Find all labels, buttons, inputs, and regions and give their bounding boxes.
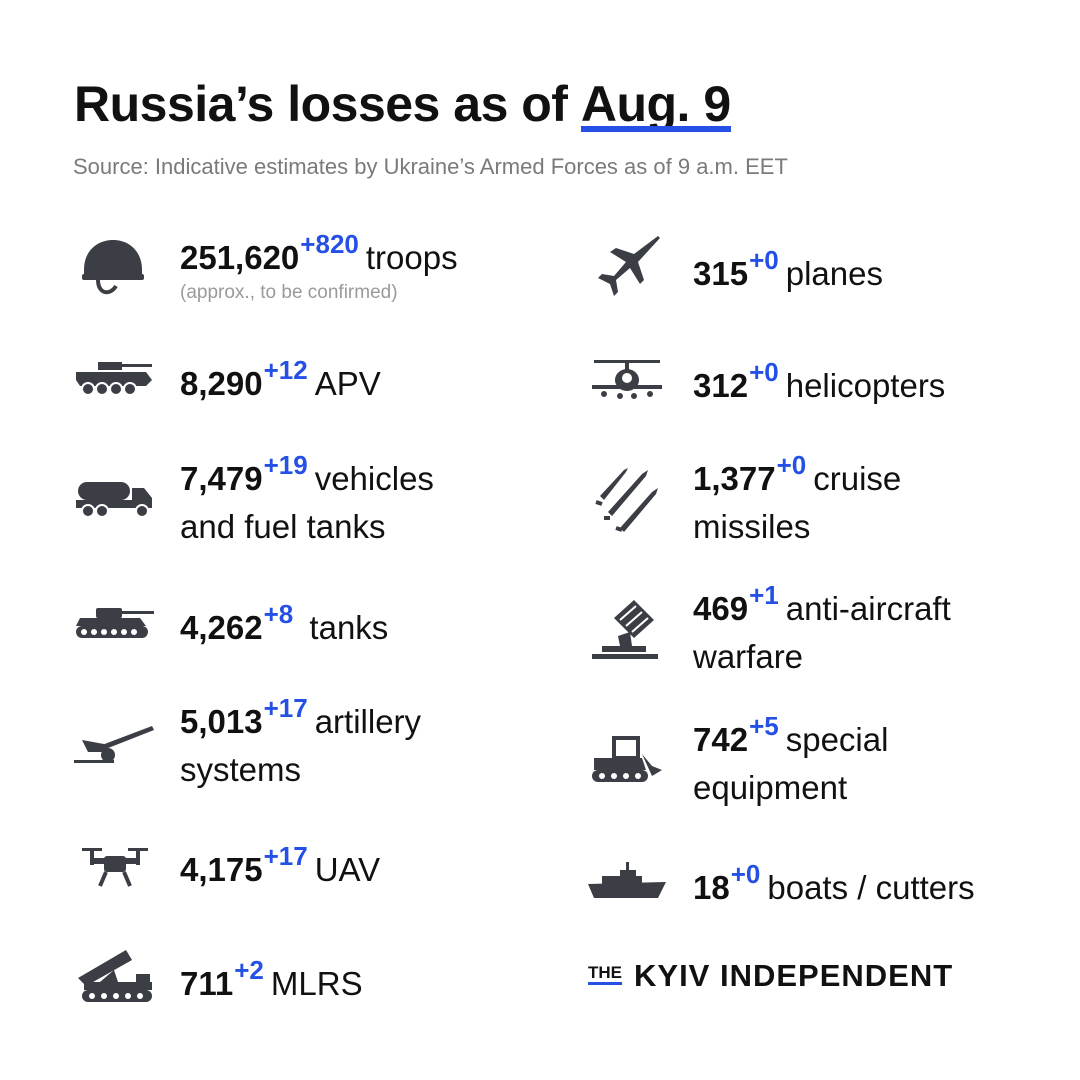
apv-value: 8,290 [180,365,263,402]
fuel-truck-icon [74,478,156,518]
boats-value: 18 [693,869,730,906]
tanks-value: 4,262 [180,609,263,646]
planes-delta: +0 [749,245,779,275]
uav-value: 4,175 [180,851,263,888]
mlrs-value: 711 [180,965,234,1002]
boats-label: boats / cutters [767,869,975,906]
artillery-value: 5,013 [180,703,263,740]
special-equipment-label: special [785,721,889,758]
anti-aircraft-label-line2: warfare [693,638,804,675]
special-equipment-label-line2: equipment [693,769,848,806]
title-date: Aug. 9 [580,76,731,132]
brand-the: THE [588,964,622,985]
artillery-label: artillery [314,703,422,740]
artillery-label-line2: systems [180,751,302,788]
planes-value: 315 [693,255,749,292]
source-note: Source: Indicative estimates by Ukraine’… [73,154,788,179]
missiles-label-line2: missiles [693,508,811,545]
brand-name: KYIV INDEPENDENT [634,958,954,993]
helmet-icon [80,236,146,298]
special-equipment-value: 742 [693,721,749,758]
anti-aircraft-icon [590,598,662,660]
tanks-label: tanks [300,609,389,646]
anti-aircraft-label: anti-aircraft [785,590,951,627]
helicopters-delta: +0 [749,357,779,387]
vehicles-label-line2: and fuel tanks [180,508,386,545]
tanks-delta: +8 [263,599,294,629]
troops-label: troops [365,239,458,276]
helicopter-icon [590,358,664,400]
vehicles-label: vehicles [314,460,434,497]
troops-delta: +820 [300,229,359,259]
helicopters-label: helicopters [785,367,946,404]
mlrs-icon [74,948,156,1004]
brand-logo: THE KYIV INDEPENDENT [588,958,953,994]
mlrs-delta: +2 [234,955,264,985]
anti-aircraft-delta: +1 [749,580,779,610]
tank-icon [74,604,156,640]
planes-label: planes [785,255,883,292]
missiles-value: 1,377 [693,460,776,497]
troops-value: 251,620 [180,239,300,276]
page-title: Russia’s losses as of Aug. 9 [74,74,731,134]
apv-label: APV [314,365,381,402]
troops-note: (approx., to be confirmed) [180,282,398,303]
anti-aircraft-value: 469 [693,590,749,627]
missiles-label: cruise [813,460,902,497]
bulldozer-icon [590,736,664,784]
apv-delta: +12 [263,355,308,385]
mlrs-label: MLRS [270,965,363,1002]
boats-delta: +0 [730,859,761,889]
drone-icon [80,846,150,888]
boat-icon [586,860,668,902]
title-prefix: Russia’s losses as of [74,76,581,132]
plane-icon [594,234,662,302]
uav-label: UAV [314,851,381,888]
missiles-delta: +0 [776,450,807,480]
uav-delta: +17 [263,841,308,871]
special-equipment-delta: +5 [749,711,779,741]
artillery-delta: +17 [263,693,308,723]
vehicles-value: 7,479 [180,460,263,497]
vehicles-delta: +19 [263,450,308,480]
apv-icon [74,360,156,396]
missiles-icon [594,466,660,532]
helicopters-value: 312 [693,367,749,404]
artillery-icon [74,722,156,764]
